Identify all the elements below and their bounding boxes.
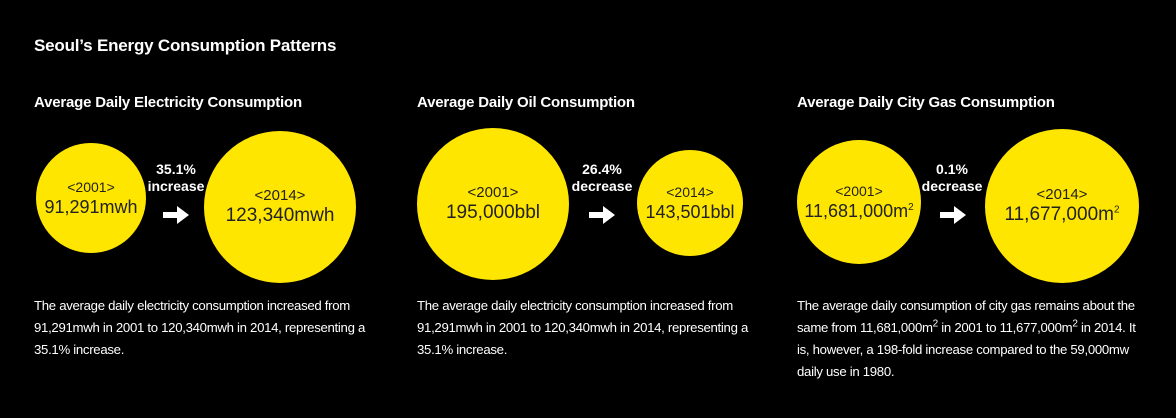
oil-2014-value: 143,501bbl	[645, 202, 735, 222]
gas-2001-value: 11,681,000m2	[804, 201, 914, 221]
oil-change: 26.4% decrease	[569, 161, 635, 195]
electricity-panel-title: Average Daily Electricity Consumption	[34, 94, 302, 111]
oil-panel-title: Average Daily Oil Consumption	[417, 94, 635, 111]
electricity-change-percent: 35.1%	[156, 161, 196, 177]
oil-2001-value: 195,000bbl	[445, 202, 541, 223]
right-arrow-icon	[589, 206, 615, 224]
oil-change-percent: 26.4%	[582, 161, 622, 177]
gas-2014-circle: <2014> 11,677,000m2	[985, 129, 1139, 283]
electricity-change: 35.1% increase	[146, 161, 206, 195]
page-title: Seoul’s Energy Consumption Patterns	[34, 36, 337, 55]
oil-2014-circle: <2014> 143,501bbl	[637, 150, 743, 256]
oil-2001-circle: <2001> 195,000bbl	[417, 128, 569, 280]
oil-description: The average daily electricity consumptio…	[417, 298, 749, 357]
gas-change: 0.1% decrease	[921, 161, 983, 195]
electricity-2014-value: 123,340mwh	[225, 205, 335, 226]
oil-change-word: decrease	[571, 178, 633, 194]
electricity-panel: Average Daily Electricity Consumption <2…	[34, 0, 384, 418]
electricity-description: The average daily electricity consumptio…	[34, 298, 366, 357]
gas-2014-year: <2014>	[1036, 186, 1088, 203]
gas-2001-circle: <2001> 11,681,000m2	[797, 140, 921, 264]
oil-2001-year: <2001>	[467, 184, 519, 201]
electricity-2001-value: 91,291mwh	[44, 197, 138, 217]
oil-panel: Average Daily Oil Consumption <2001> 195…	[417, 0, 767, 418]
right-arrow-icon	[940, 206, 966, 224]
gas-2001-year: <2001>	[835, 183, 883, 199]
electricity-2014-year: <2014>	[254, 187, 306, 204]
oil-2014-year: <2014>	[666, 184, 714, 200]
gas-change-word: decrease	[921, 178, 983, 194]
electricity-change-word: increase	[147, 178, 205, 194]
electricity-2001-year: <2001>	[67, 179, 115, 195]
gas-change-percent: 0.1%	[936, 161, 968, 177]
electricity-2001-circle: <2001> 91,291mwh	[36, 143, 146, 253]
gas-panel: Average Daily City Gas Consumption <2001…	[797, 0, 1157, 418]
gas-description: The average daily consumption of city ga…	[797, 298, 1136, 379]
gas-2014-value: 11,677,000m2	[1004, 204, 1120, 225]
gas-panel-title: Average Daily City Gas Consumption	[797, 94, 1055, 111]
right-arrow-icon	[163, 206, 189, 224]
electricity-2014-circle: <2014> 123,340mwh	[204, 131, 356, 283]
